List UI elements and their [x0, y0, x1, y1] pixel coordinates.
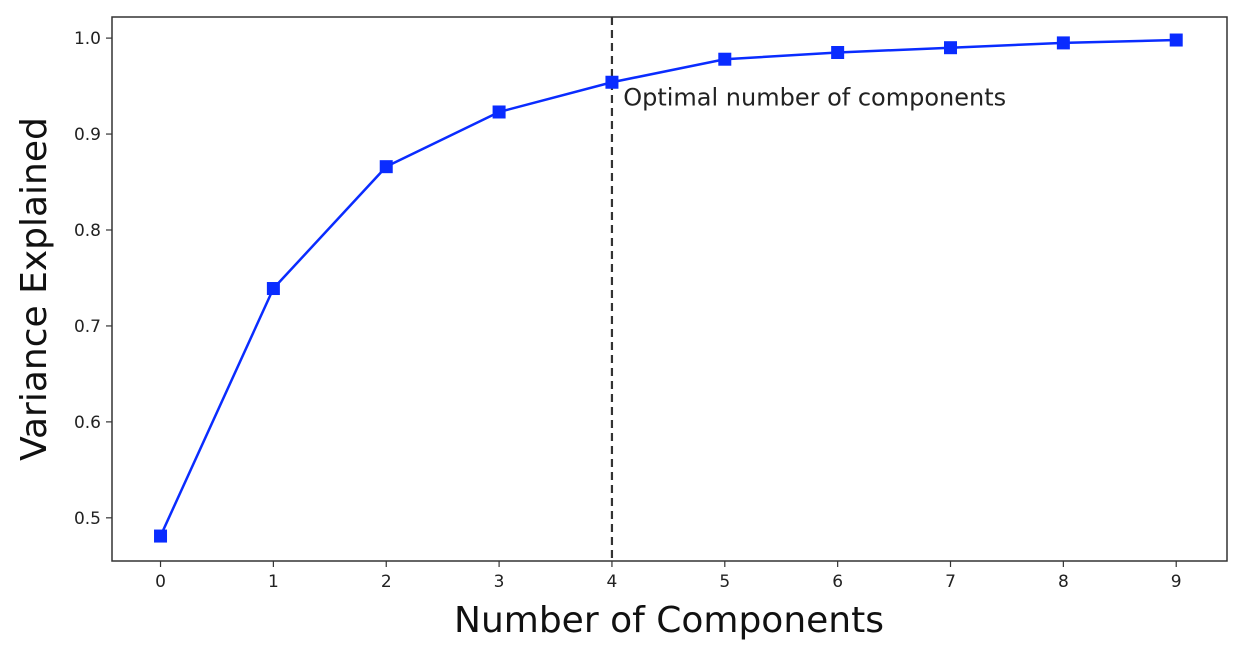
data-point-marker — [492, 105, 506, 119]
data-point-marker — [154, 529, 168, 543]
y-axis-ticks: 0.5 0.6 0.7 0.8 0.9 1.0 — [74, 29, 112, 529]
plot-area — [111, 16, 1228, 562]
x-tick-label: 6 — [832, 572, 843, 592]
data-point-marker — [1056, 36, 1070, 50]
x-tick-label: 4 — [607, 572, 618, 592]
x-axis-title: Number of Components — [454, 600, 884, 641]
x-tick-label: 7 — [945, 572, 956, 592]
y-tick-label: 0.5 — [74, 509, 101, 529]
data-point-marker — [1169, 33, 1183, 47]
annotation-text: Optimal number of components — [623, 83, 1006, 111]
data-point-marker — [379, 160, 393, 174]
data-point-marker — [944, 41, 958, 55]
x-tick-label: 8 — [1058, 572, 1069, 592]
y-axis-title: Variance Explained — [14, 117, 55, 461]
x-axis-ticks: 0 1 2 3 4 5 6 7 8 9 — [155, 561, 1182, 592]
data-point-marker — [718, 52, 732, 66]
x-tick-label: 2 — [381, 572, 392, 592]
x-tick-label: 1 — [268, 572, 279, 592]
x-tick-label: 9 — [1171, 572, 1182, 592]
series-layer — [154, 33, 1183, 543]
data-point-marker — [266, 282, 280, 296]
data-point-marker — [605, 75, 619, 89]
x-tick-label: 5 — [719, 572, 730, 592]
y-tick-label: 0.9 — [74, 125, 101, 145]
y-tick-label: 0.6 — [74, 413, 101, 433]
y-tick-label: 0.7 — [74, 317, 101, 337]
x-tick-label: 0 — [155, 572, 166, 592]
series-line — [159, 38, 1177, 537]
y-tick-label: 1.0 — [74, 29, 101, 49]
x-tick-label: 3 — [494, 572, 505, 592]
data-point-marker — [831, 45, 845, 59]
y-tick-label: 0.8 — [74, 221, 101, 241]
